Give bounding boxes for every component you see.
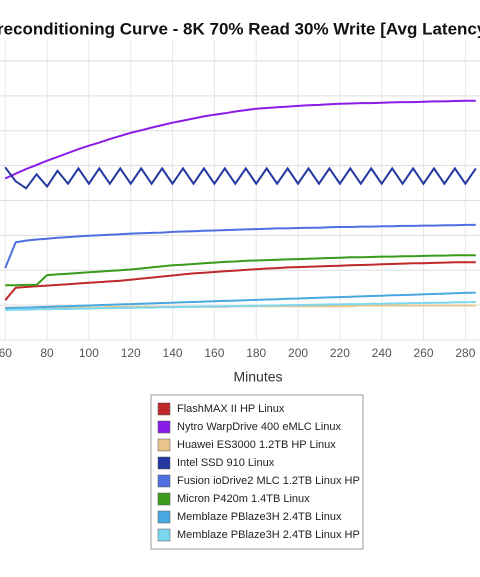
x-tick-label: 60 xyxy=(0,346,12,360)
x-tick-label: 140 xyxy=(163,346,183,360)
legend-swatch xyxy=(157,474,171,488)
series-line xyxy=(5,254,476,287)
x-tick-label: 280 xyxy=(455,346,475,360)
series-line xyxy=(4,99,476,180)
legend-swatch xyxy=(157,402,171,416)
x-tick-label: 80 xyxy=(40,346,54,360)
x-tick-label: 100 xyxy=(79,346,99,360)
legend-label: Nytro WarpDrive 400 eMLC Linux xyxy=(177,421,342,433)
legend-label: Memblaze PBlaze3H 2.4TB Linux xyxy=(177,511,342,523)
x-tick-label: 120 xyxy=(121,346,141,360)
legend-label: Memblaze PBlaze3H 2.4TB Linux HP xyxy=(177,529,360,541)
x-tick-label: 160 xyxy=(204,346,224,360)
legend-swatch xyxy=(157,510,171,524)
legend-label: Micron P420m 1.4TB Linux xyxy=(177,493,310,505)
series-line xyxy=(4,261,476,301)
legend-swatch xyxy=(157,420,171,434)
legend-label: FlashMAX II HP Linux xyxy=(177,403,285,415)
x-tick-label: 240 xyxy=(372,346,392,360)
legend-swatch xyxy=(157,438,171,452)
series-line xyxy=(5,291,476,310)
x-tick-label: 220 xyxy=(330,346,350,360)
series-line xyxy=(4,223,476,269)
legend-swatch xyxy=(157,528,171,542)
x-tick-label: 200 xyxy=(288,346,308,360)
legend-label: Fusion ioDrive2 MLC 1.2TB Linux HP xyxy=(177,475,360,487)
legend-box xyxy=(150,394,364,550)
series-line xyxy=(5,301,476,311)
legend-swatch xyxy=(157,456,171,470)
legend-label: Huawei ES3000 1.2TB HP Linux xyxy=(177,439,336,451)
legend-swatch xyxy=(157,492,171,506)
x-tick-label: 260 xyxy=(414,346,434,360)
x-tick-label: 180 xyxy=(246,346,266,360)
chart-title: reconditioning Curve - 8K 70% Read 30% W… xyxy=(0,19,480,38)
x-axis-label: Minutes xyxy=(233,369,282,385)
legend-label: Intel SSD 910 Linux xyxy=(177,457,275,469)
series-line xyxy=(4,166,477,190)
